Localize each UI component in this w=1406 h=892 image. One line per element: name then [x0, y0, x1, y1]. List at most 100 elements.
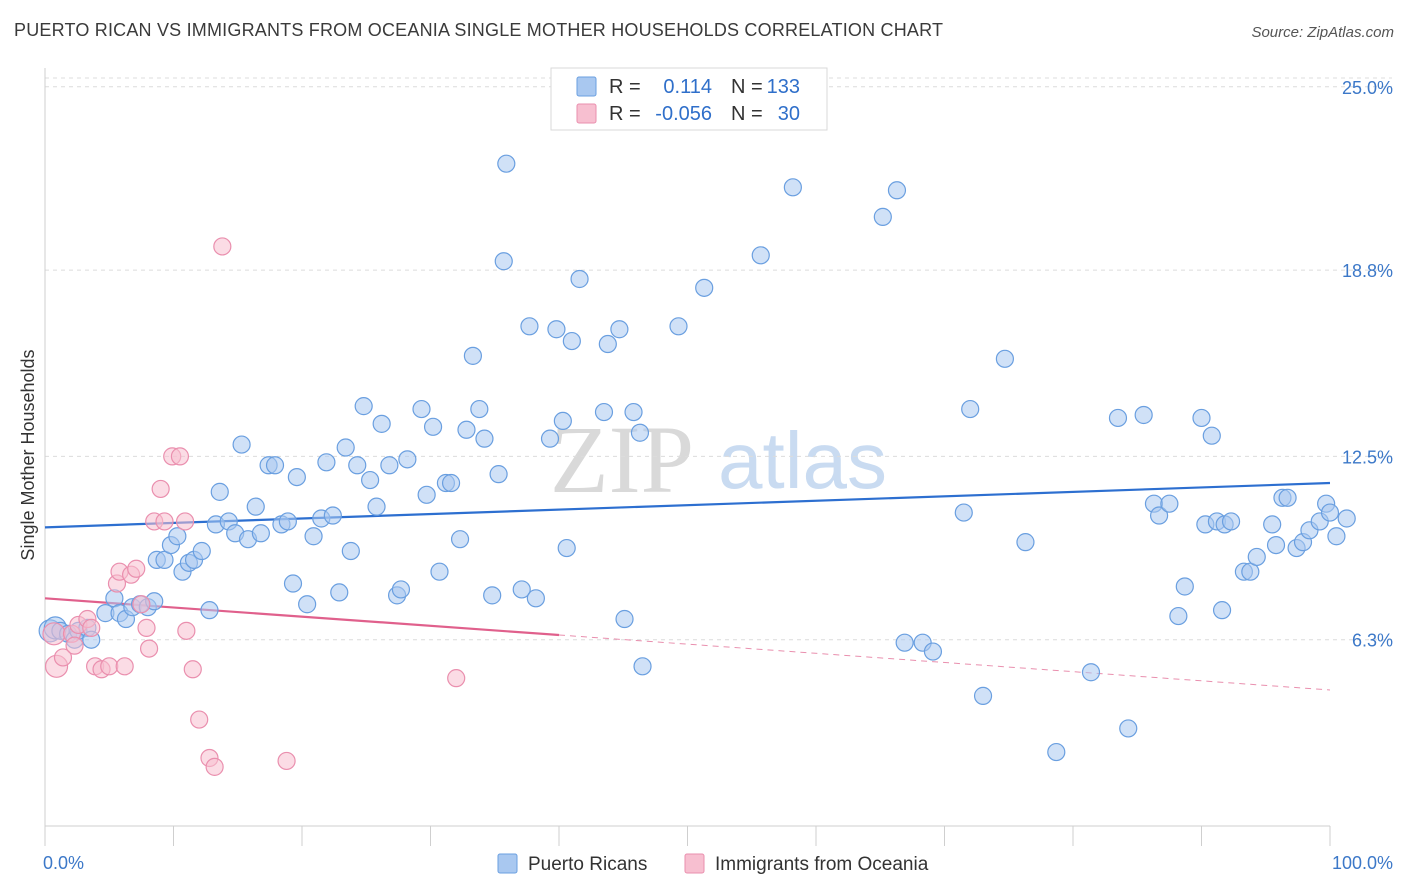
- point-blue-42: [317, 453, 336, 472]
- point-pink-4: [65, 636, 84, 655]
- point-blue-34: [265, 456, 285, 475]
- legend-r-value-0: 0.114: [663, 76, 712, 98]
- point-blue-55: [398, 450, 417, 469]
- legend-n-value-0: 133: [767, 76, 800, 98]
- point-blue-88: [695, 278, 714, 297]
- legend-n-label-0: N =: [731, 76, 763, 98]
- axes: [44, 68, 1331, 846]
- point-pink-13: [115, 657, 134, 676]
- point-blue-132: [1337, 509, 1356, 528]
- bottom-legend-label-1: Immigrants from Oceania: [715, 854, 929, 875]
- point-blue-130: [1320, 503, 1340, 522]
- point-blue-74: [540, 429, 560, 448]
- point-blue-38: [287, 467, 306, 487]
- point-blue-68: [489, 465, 508, 484]
- point-blue-49: [361, 470, 380, 490]
- watermark-zip: ZIP: [550, 406, 694, 513]
- point-blue-98: [973, 686, 993, 705]
- y-tick-label-1: 12.5%: [1342, 447, 1393, 467]
- point-blue-64: [463, 346, 483, 365]
- point-blue-29: [232, 435, 251, 454]
- point-blue-78: [562, 331, 581, 351]
- point-blue-80: [594, 402, 614, 422]
- point-blue-101: [1047, 742, 1066, 762]
- point-blue-108: [1160, 494, 1179, 513]
- point-pink-2: [53, 648, 73, 667]
- point-blue-121: [1263, 515, 1282, 534]
- trend-lines: [44, 481, 1331, 691]
- point-blue-96: [954, 503, 973, 522]
- x-tick-label-1: 100.0%: [1332, 853, 1393, 873]
- point-blue-40: [304, 527, 323, 546]
- point-blue-99: [995, 349, 1014, 368]
- point-blue-79: [570, 269, 589, 289]
- point-blue-62: [450, 530, 470, 549]
- point-blue-84: [624, 402, 643, 422]
- point-pink-16: [132, 595, 151, 614]
- point-pink-26: [183, 660, 202, 679]
- point-pink-25: [177, 621, 196, 640]
- legend: R = 0.114 N = 133 R = -0.056 N = 30: [550, 67, 828, 131]
- point-pink-21: [155, 512, 174, 531]
- point-blue-67: [483, 586, 502, 605]
- point-blue-105: [1134, 405, 1153, 425]
- legend-box: [550, 67, 828, 131]
- y-tick-label-2: 18.8%: [1342, 261, 1393, 281]
- trend-line-blue: [44, 481, 1331, 529]
- point-blue-70: [497, 154, 516, 173]
- point-blue-24: [200, 601, 219, 620]
- legend-n-value-1: 30: [778, 103, 800, 125]
- point-blue-72: [520, 317, 539, 336]
- point-blue-117: [1221, 512, 1241, 531]
- legend-r-value-1: -0.056: [655, 103, 712, 125]
- point-blue-124: [1278, 488, 1297, 507]
- point-blue-36: [278, 512, 297, 531]
- point-pink-20: [151, 479, 170, 499]
- point-blue-90: [783, 178, 802, 197]
- point-blue-122: [1266, 535, 1286, 555]
- point-pink-10: [100, 657, 119, 676]
- point-pink-24: [175, 512, 195, 531]
- legend-swatch-blue: [576, 76, 597, 97]
- watermark-atlas: atlas: [718, 416, 887, 505]
- point-pink-31: [277, 751, 296, 771]
- point-blue-109: [1169, 606, 1188, 626]
- watermark: ZIP atlas: [550, 406, 887, 513]
- point-blue-59: [430, 562, 449, 581]
- point-blue-87: [669, 317, 688, 336]
- point-pink-0: [42, 622, 66, 646]
- x-tick-label-0: 0.0%: [43, 853, 84, 873]
- point-blue-73: [526, 589, 545, 608]
- point-pink-17: [137, 618, 156, 637]
- point-blue-32: [251, 524, 270, 543]
- point-blue-43: [323, 506, 342, 525]
- point-blue-58: [423, 417, 443, 436]
- point-blue-45: [336, 438, 355, 457]
- point-blue-97: [961, 399, 980, 419]
- bottom-legend-swatch-pink: [684, 853, 705, 874]
- point-blue-54: [391, 580, 411, 599]
- point-pink-7: [82, 618, 101, 637]
- point-blue-110: [1175, 577, 1194, 596]
- point-blue-104: [1119, 719, 1138, 738]
- point-blue-82: [610, 320, 629, 339]
- point-blue-115: [1212, 601, 1232, 620]
- point-pink-27: [190, 710, 209, 729]
- point-pink-29: [205, 757, 224, 776]
- point-blue-47: [348, 456, 367, 475]
- point-blue-51: [372, 414, 391, 433]
- point-blue-85: [630, 423, 650, 442]
- point-blue-66: [475, 429, 494, 448]
- point-blue-77: [557, 538, 576, 558]
- point-blue-107: [1149, 506, 1169, 525]
- point-blue-48: [354, 397, 373, 416]
- legend-swatch-pink: [576, 103, 597, 124]
- point-blue-56: [412, 399, 431, 419]
- point-blue-81: [598, 334, 617, 354]
- point-blue-95: [923, 642, 943, 661]
- bottom-legend: Puerto Ricans Immigrants from Oceania: [497, 853, 929, 875]
- point-blue-37: [283, 574, 303, 593]
- point-blue-89: [751, 246, 770, 265]
- point-pink-32: [447, 669, 466, 688]
